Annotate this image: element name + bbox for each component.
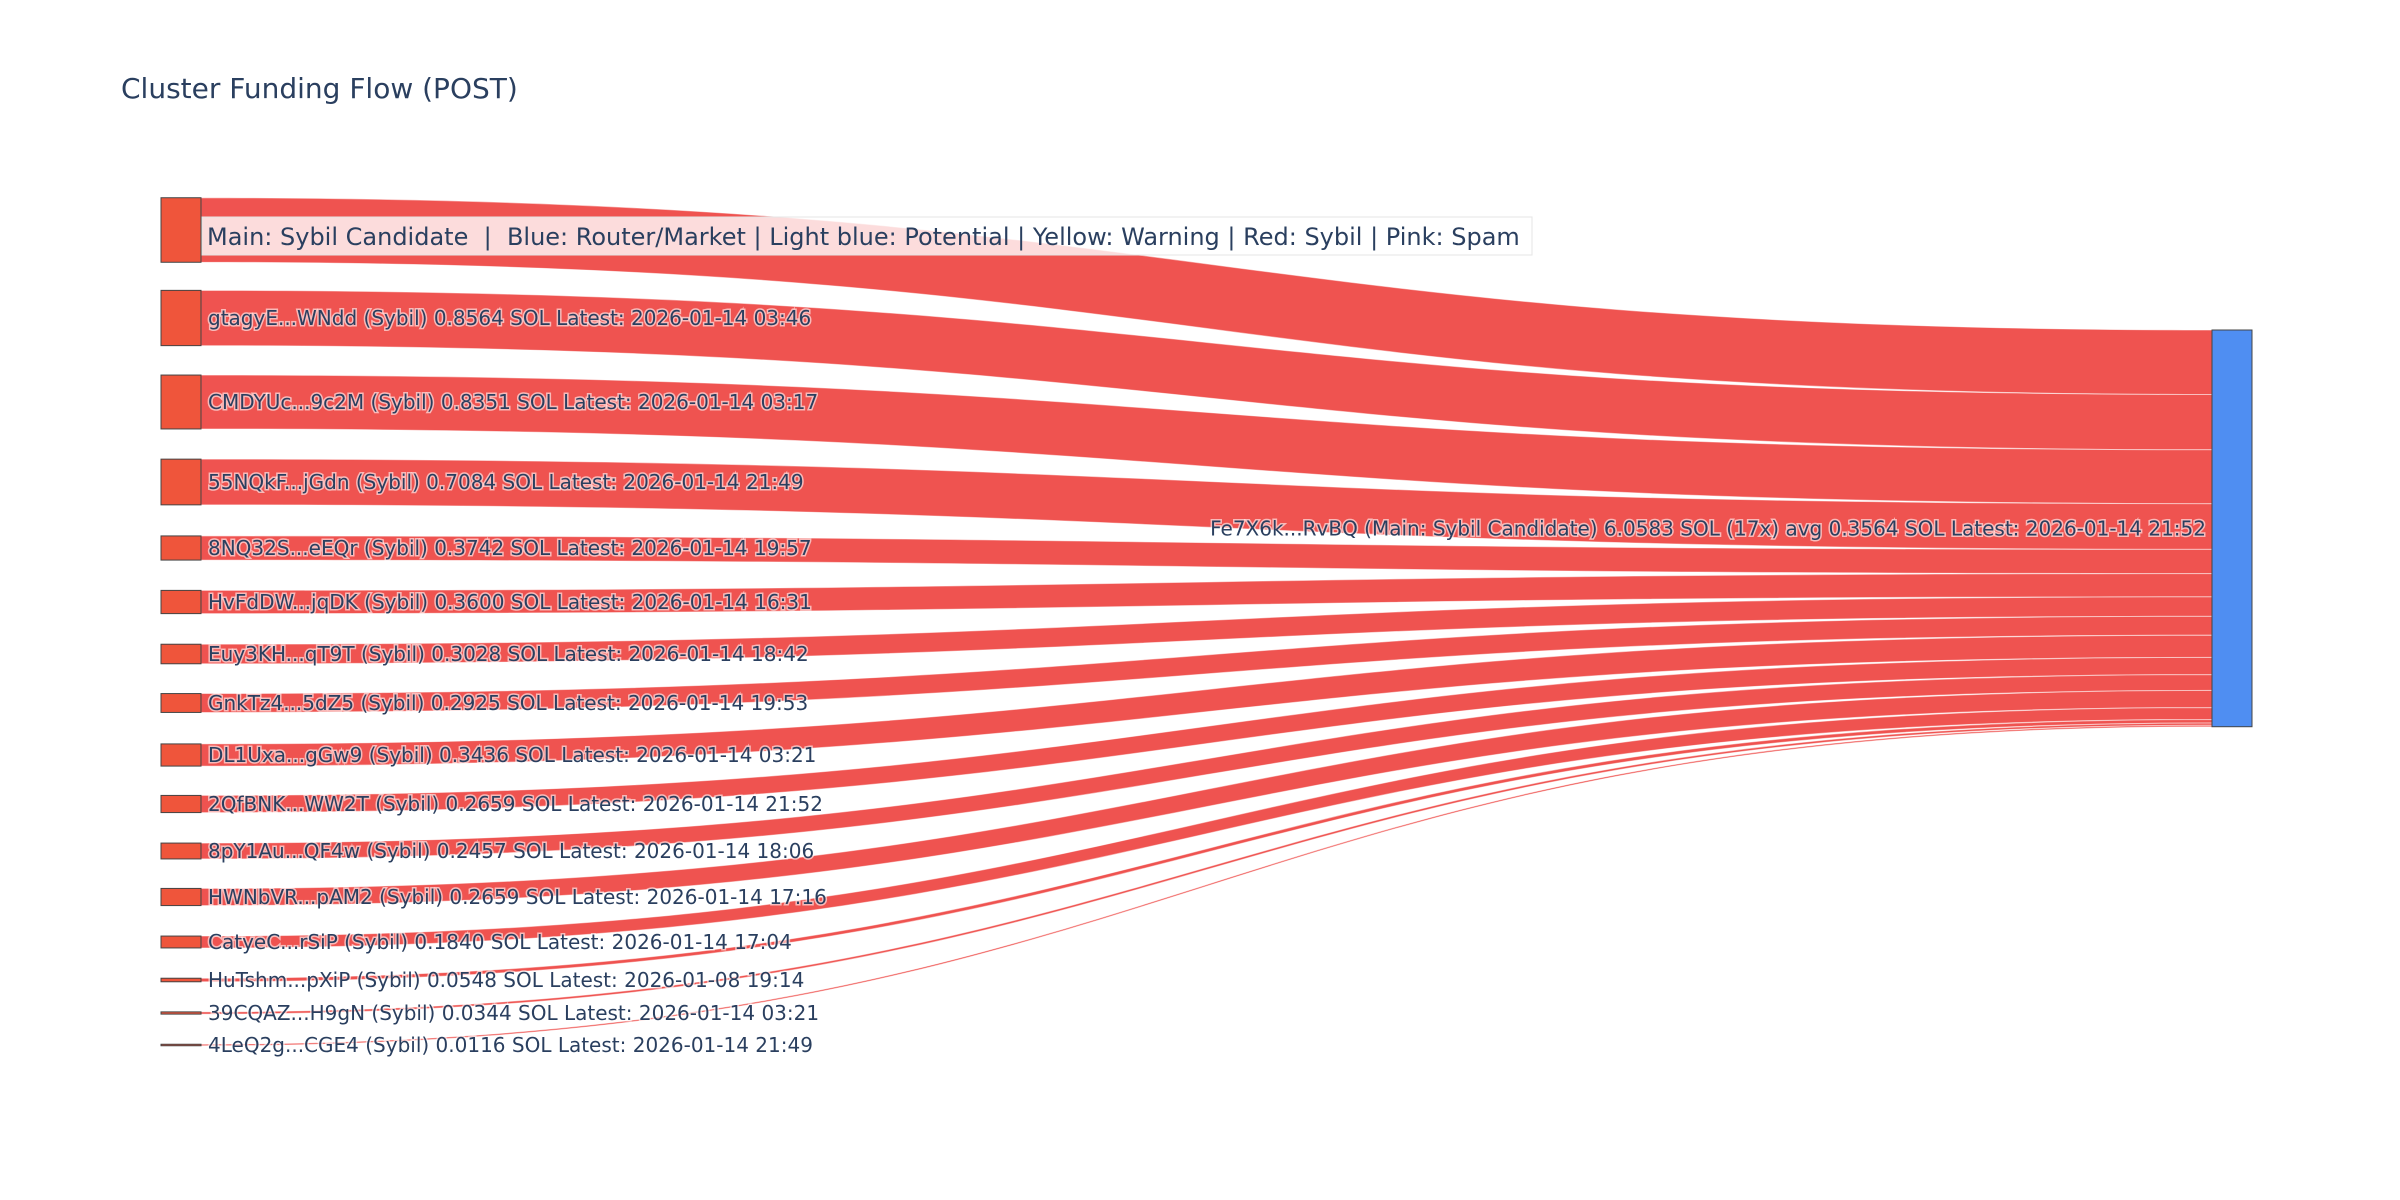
source-node[interactable] <box>160 535 202 561</box>
source-node[interactable] <box>160 842 202 860</box>
source-node-label: 4LeQ2g...CGE4 (Sybil) 0.0116 SOL Latest:… <box>208 1033 813 1057</box>
source-node[interactable] <box>160 374 202 430</box>
labels-group: gtagyE...WNdd (Sybil) 0.8564 SOL Latest:… <box>207 305 2208 1059</box>
source-node[interactable] <box>160 1043 202 1047</box>
source-node[interactable] <box>160 693 202 713</box>
source-node-label: DL1Uxa...gGw9 (Sybil) 0.3436 SOL Latest:… <box>208 743 816 767</box>
source-node[interactable] <box>160 743 202 767</box>
target-node-label: Fe7X6k...RvBQ (Main: Sybil Candidate) 6.… <box>1210 516 2206 540</box>
source-node-label: HuTshm...pXiP (Sybil) 0.0548 SOL Latest:… <box>208 968 804 992</box>
source-node[interactable] <box>160 935 202 949</box>
source-node-label: HWNbVR...pAM2 (Sybil) 0.2659 SOL Latest:… <box>208 885 827 909</box>
source-node-label: CMDYUc...9c2M (Sybil) 0.8351 SOL Latest:… <box>208 390 818 414</box>
legend: Main: Sybil Candidate | Blue: Router/Mar… <box>201 216 1533 256</box>
source-node-label: 8pY1Au...QF4w (Sybil) 0.2457 SOL Latest:… <box>208 839 814 863</box>
nodes-group <box>160 197 2253 1047</box>
source-node-label: HvFdDW...jqDK (Sybil) 0.3600 SOL Latest:… <box>208 590 812 614</box>
source-node[interactable] <box>160 977 202 983</box>
source-node[interactable] <box>160 887 202 907</box>
source-node[interactable] <box>160 458 202 506</box>
source-node-label: CatyeC...rSiP (Sybil) 0.1840 SOL Latest:… <box>208 930 792 954</box>
legend-box <box>201 216 1533 256</box>
source-node-label: 8NQ32S...eEQr (Sybil) 0.3742 SOL Latest:… <box>208 536 812 560</box>
legend-text: Main: Sybil Candidate | Blue: Router/Mar… <box>207 223 1520 251</box>
source-node[interactable] <box>160 589 202 615</box>
source-node[interactable] <box>160 197 202 263</box>
source-node-label: 55NQkF...jGdn (Sybil) 0.7084 SOL Latest:… <box>208 470 804 494</box>
source-node[interactable] <box>160 289 202 347</box>
source-node-label: GnkTz4...5dZ5 (Sybil) 0.2925 SOL Latest:… <box>208 691 808 715</box>
source-node[interactable] <box>160 643 202 665</box>
chart-title: Cluster Funding Flow (POST) <box>121 72 518 105</box>
source-node-label: 39CQAZ...H9gN (Sybil) 0.0344 SOL Latest:… <box>208 1001 819 1025</box>
target-node[interactable] <box>2211 329 2253 728</box>
source-node-label: gtagyE...WNdd (Sybil) 0.8564 SOL Latest:… <box>208 306 811 330</box>
source-node-label: 2QfBNK...WW2T (Sybil) 0.2659 SOL Latest:… <box>208 792 823 816</box>
source-node[interactable] <box>160 794 202 814</box>
links-group <box>200 197 2213 1047</box>
source-node-label: Euy3KH...qT9T (Sybil) 0.3028 SOL Latest:… <box>208 642 809 666</box>
source-node[interactable] <box>160 1011 202 1015</box>
